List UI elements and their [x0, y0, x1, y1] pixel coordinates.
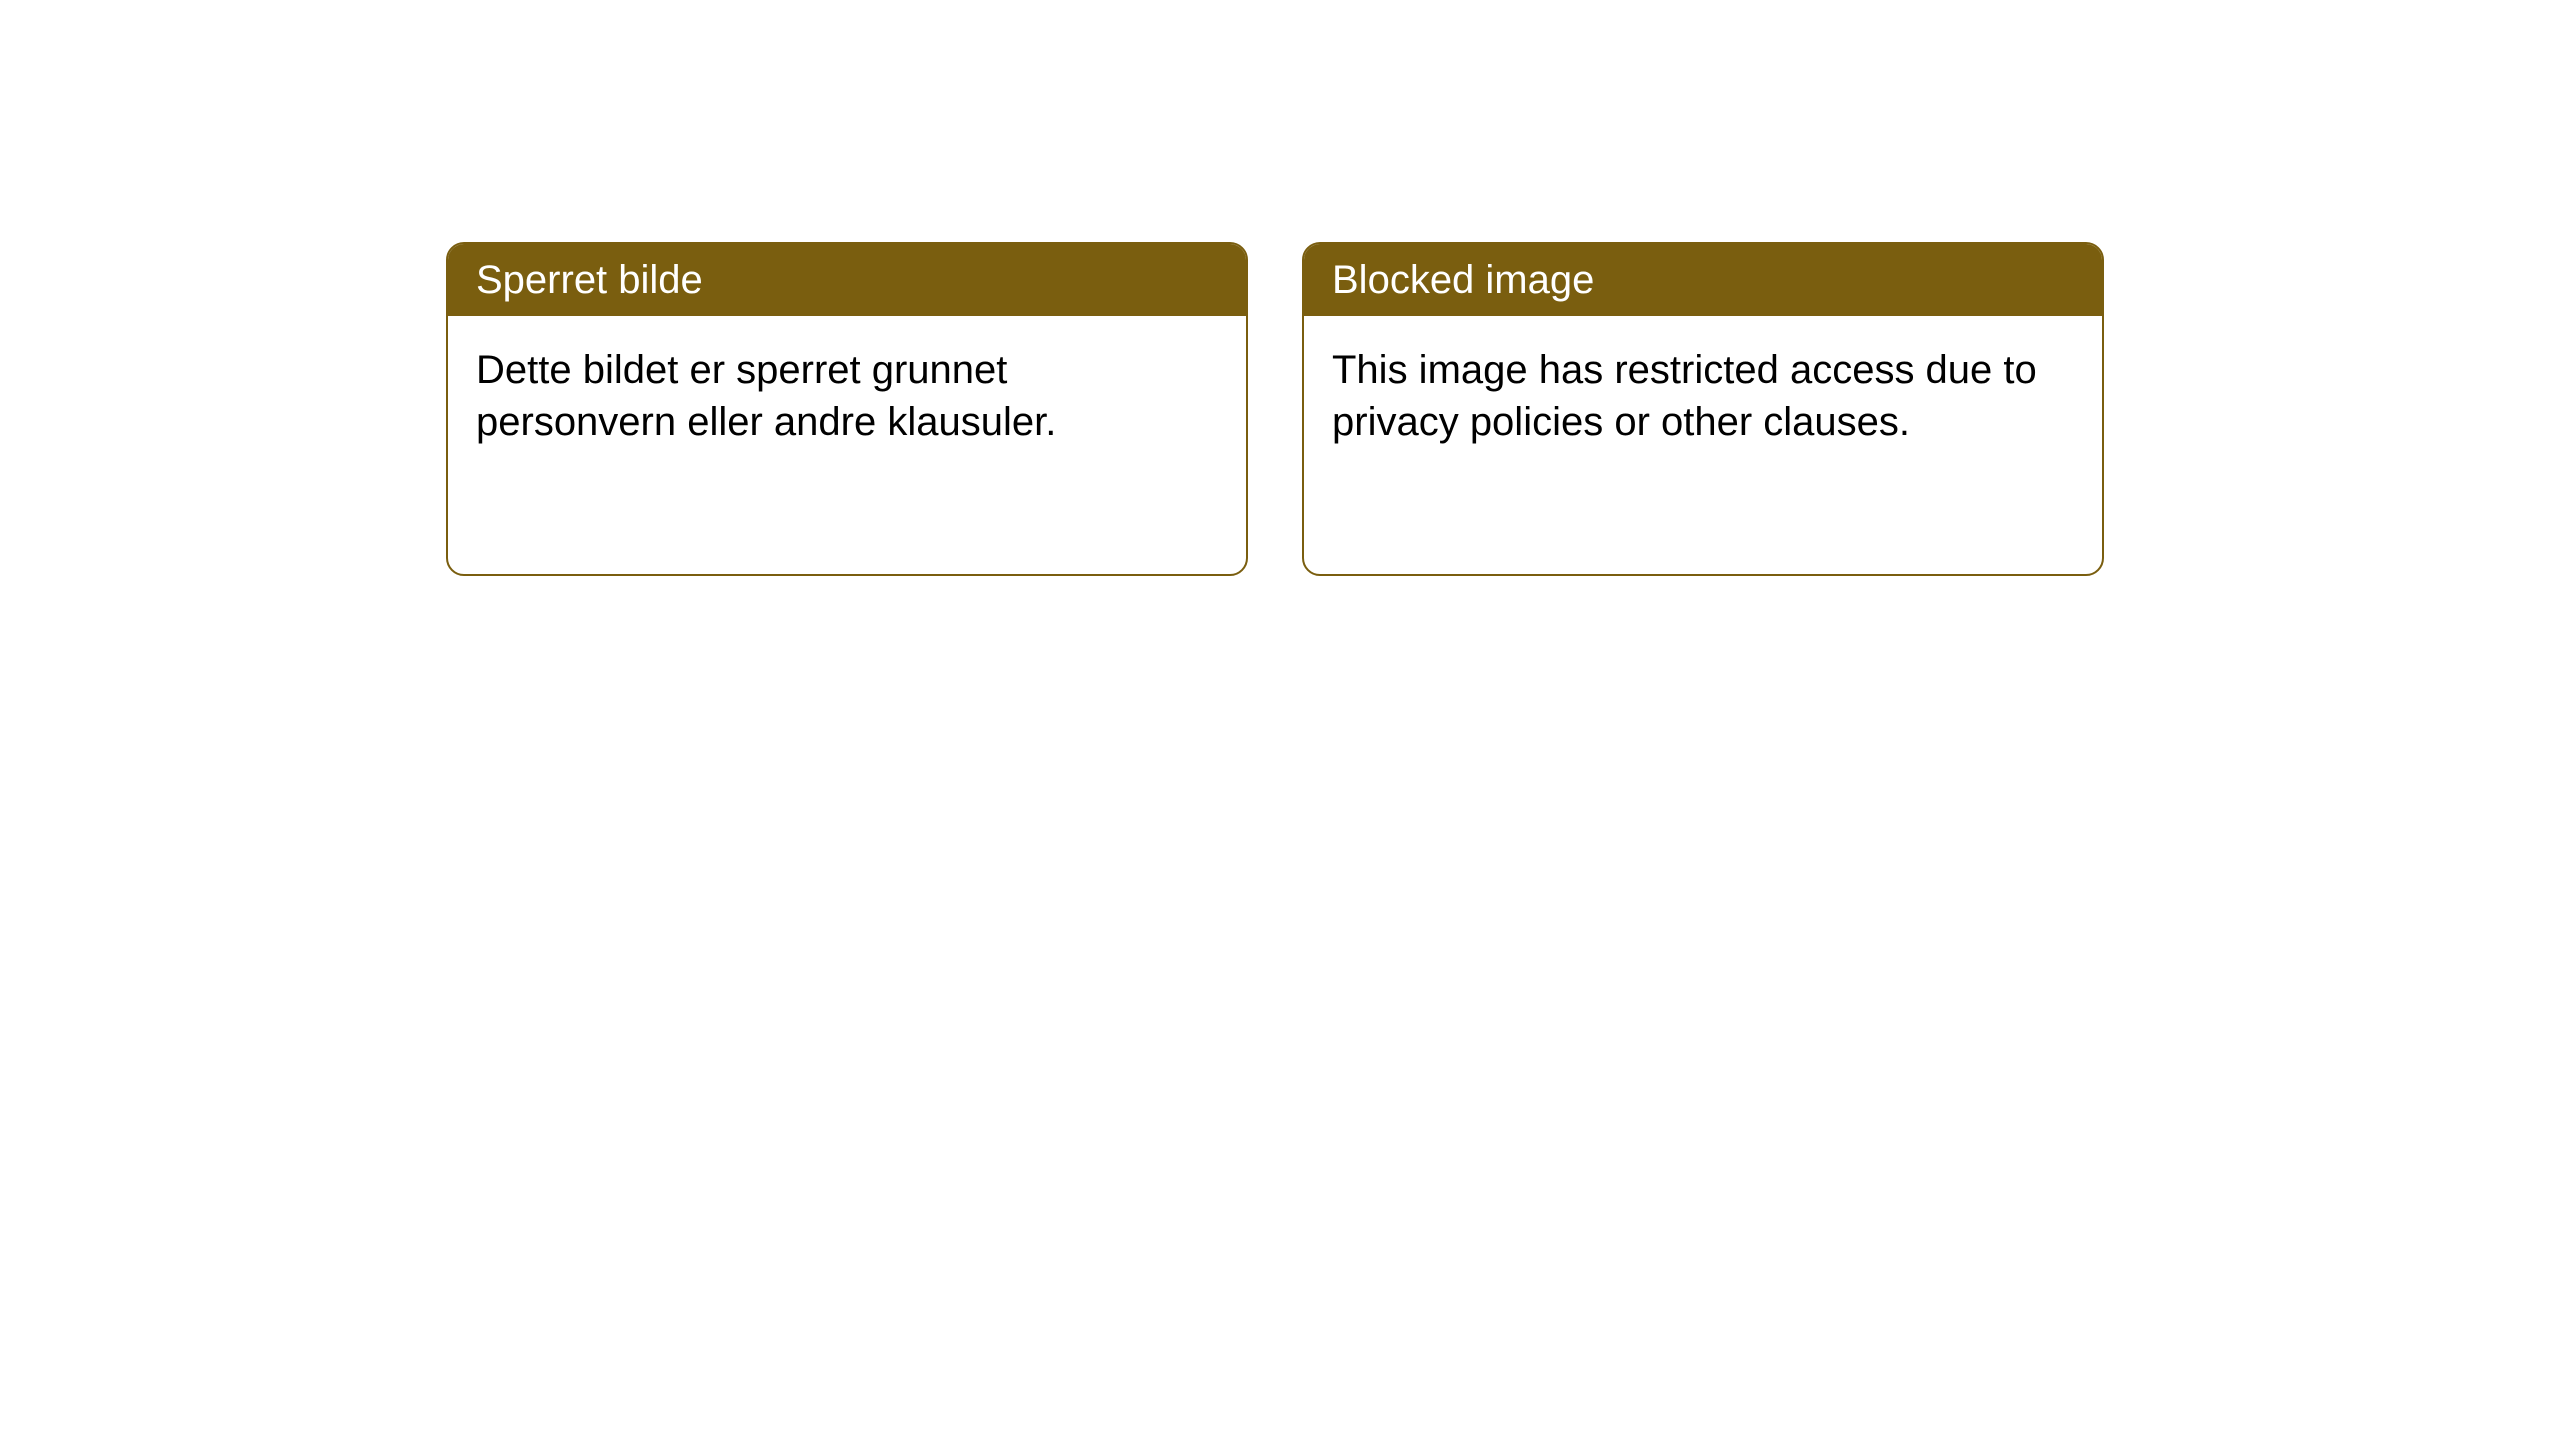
cards-container: Sperret bilde Dette bildet er sperret gr… [0, 0, 2560, 576]
card-header: Sperret bilde [448, 244, 1246, 316]
card-body: Dette bildet er sperret grunnet personve… [448, 316, 1246, 476]
blocked-image-card-en: Blocked image This image has restricted … [1302, 242, 2104, 576]
card-header: Blocked image [1304, 244, 2102, 316]
card-body: This image has restricted access due to … [1304, 316, 2102, 476]
blocked-image-card-no: Sperret bilde Dette bildet er sperret gr… [446, 242, 1248, 576]
